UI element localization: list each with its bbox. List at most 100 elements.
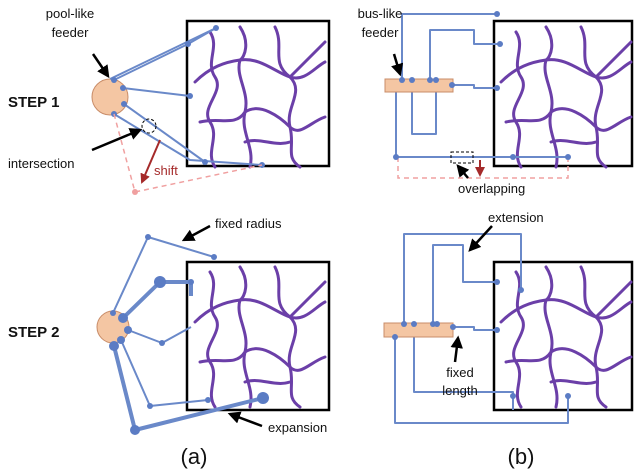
node: [188, 279, 194, 285]
node: [185, 41, 191, 47]
node: [392, 334, 398, 340]
node: [434, 321, 440, 327]
feeder-line: [403, 233, 522, 324]
node: [118, 313, 128, 323]
feeder-line: [120, 339, 209, 407]
feeder-line: [432, 244, 497, 324]
pointer-arrow: [91, 53, 110, 79]
feeder-line: [122, 87, 191, 97]
node: [111, 77, 117, 83]
pointer-arrow: [227, 411, 263, 428]
node: [205, 397, 211, 403]
node: [211, 254, 217, 260]
node: [518, 287, 524, 293]
node: [450, 324, 456, 330]
caption-b: (b): [508, 444, 535, 469]
node: [393, 154, 399, 160]
shift-label: shift: [154, 163, 178, 178]
pointer-arrow: [181, 224, 211, 242]
pointer-arrow: [456, 164, 470, 179]
node: [494, 327, 500, 333]
feeder-line: [413, 337, 514, 410]
node: [565, 393, 571, 399]
node: [187, 93, 193, 99]
pool-like-label-1: pool-like: [46, 6, 94, 21]
bus-like-label-1: bus-like: [358, 6, 403, 21]
node: [494, 279, 500, 285]
source-bus: [384, 78, 454, 93]
pool-like-label-2: feeder: [52, 25, 90, 40]
node: [202, 159, 208, 165]
node: [213, 25, 219, 31]
node: [427, 77, 433, 83]
node: [110, 310, 116, 316]
grid-frame: [185, 260, 331, 412]
node: [147, 403, 153, 409]
overlapping-label: overlapping: [458, 181, 525, 196]
grid-frame: [185, 19, 331, 168]
source-node: [91, 78, 129, 116]
step1-label: STEP 1: [8, 94, 59, 111]
node: [257, 392, 269, 404]
node: [449, 82, 455, 88]
fixed-length-label-2: length: [442, 383, 477, 398]
pointer-arrow: [450, 335, 463, 363]
step2-label: STEP 2: [8, 324, 59, 341]
shifted-node: [132, 189, 138, 195]
node: [121, 101, 127, 107]
feeder-line: [123, 103, 206, 163]
node: [494, 11, 500, 17]
panel-a-step1: pool-like feeder STEP 1 intersection shi…: [8, 6, 331, 195]
overlap-marker: [450, 151, 474, 164]
node: [117, 336, 125, 344]
caption-a: (a): [181, 444, 208, 469]
node: [109, 341, 119, 351]
node: [145, 234, 151, 240]
intersection-marker: [141, 118, 157, 134]
node: [154, 276, 166, 288]
fixed-length-label-1: fixed: [446, 365, 473, 380]
node: [124, 326, 132, 334]
node: [510, 393, 516, 399]
grid-frame: [492, 260, 634, 412]
node: [130, 425, 140, 435]
feeder-line: [394, 337, 569, 424]
extension-label: extension: [488, 210, 544, 225]
grid-frame: [492, 19, 634, 168]
node: [565, 154, 571, 160]
expansion-label: expansion: [268, 420, 327, 435]
node: [159, 340, 165, 346]
grid-lines: [499, 25, 633, 169]
feeder-line: [452, 84, 497, 89]
feeder-line: [453, 326, 497, 331]
panel-b-step1: bus-like feeder overlapping: [358, 6, 634, 196]
feeder-line: [127, 326, 192, 344]
feeder-line: [121, 280, 193, 320]
node: [411, 321, 417, 327]
feeder-line: [109, 27, 217, 80]
pointer-arrow: [91, 128, 143, 152]
feeder-line: [395, 92, 568, 158]
node: [497, 41, 503, 47]
panel-a-step2: STEP 2 fixed radius expansion: [8, 216, 331, 435]
node: [120, 85, 126, 91]
node: [433, 77, 439, 83]
intersection-label: intersection: [8, 156, 74, 171]
feeder-line: [401, 13, 497, 80]
node: [409, 77, 415, 83]
pointer-arrow: [391, 53, 404, 77]
node: [399, 77, 405, 83]
node: [510, 154, 516, 160]
fixed-radius-label: fixed radius: [215, 216, 282, 231]
grid-lines: [193, 265, 327, 409]
node: [401, 321, 407, 327]
pointer-arrow: [468, 225, 493, 252]
shift-arrow: [140, 139, 161, 184]
panel-b-step2: extension fixed length: [383, 210, 634, 424]
grid-lines: [193, 25, 327, 169]
bus-like-label-2: feeder: [362, 25, 400, 40]
node: [494, 85, 500, 91]
feeder-line: [429, 29, 500, 80]
overlap-dashed-path: [397, 157, 569, 179]
